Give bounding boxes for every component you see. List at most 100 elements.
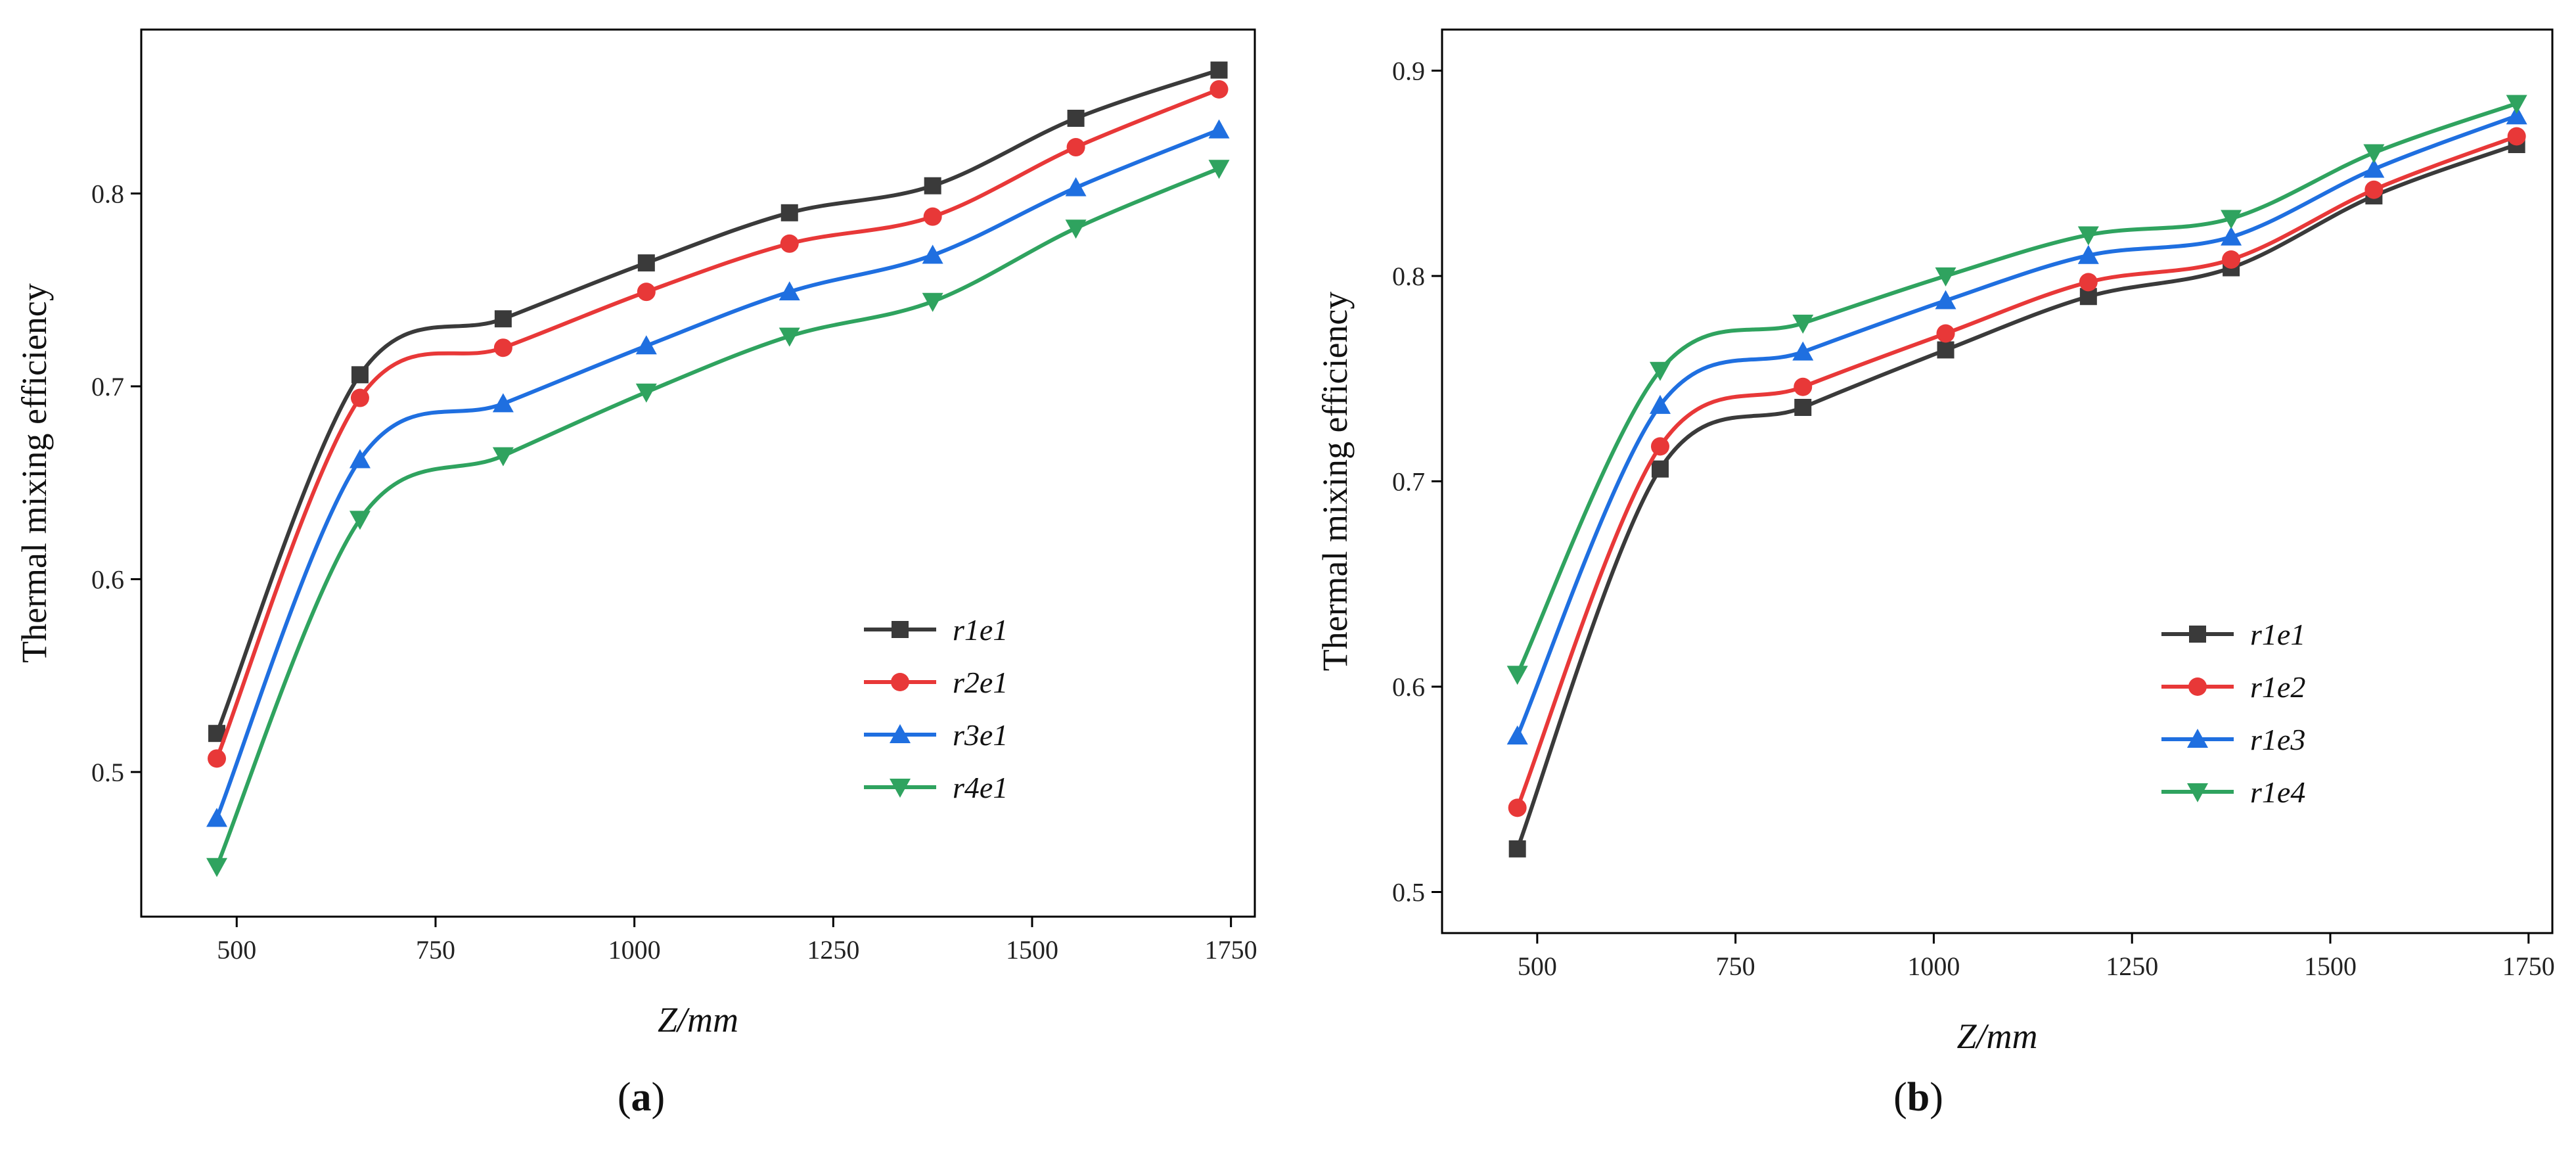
series-r1e3 xyxy=(1506,105,2527,744)
data-point-r1e3 xyxy=(1506,725,1528,744)
data-point-r1e1 xyxy=(1210,61,1228,79)
data-point-r1e4 xyxy=(2506,95,2527,114)
series-r2e1 xyxy=(208,80,1229,768)
series-line-r1e3 xyxy=(1515,114,2518,737)
y-tick-label: 0.7 xyxy=(1392,467,1425,497)
x-tick-label: 500 xyxy=(217,935,256,965)
data-point-r1e3 xyxy=(1935,290,1956,309)
data-point-r4e1 xyxy=(206,858,228,877)
data-point-r3e1 xyxy=(1065,177,1087,196)
series-r4e1 xyxy=(206,160,1230,877)
legend-marker xyxy=(2187,729,2208,748)
series-r3e1 xyxy=(206,119,1230,827)
legend-item: r1e1 xyxy=(864,613,1008,647)
series-r1e2 xyxy=(1508,127,2526,817)
legend-item: r1e4 xyxy=(2161,775,2305,809)
legend-item: r1e2 xyxy=(2161,670,2305,704)
data-point-r1e1 xyxy=(494,310,512,328)
series-line-r2e1 xyxy=(215,87,1220,760)
legend-label: r1e3 xyxy=(2250,723,2305,756)
x-tick-label: 500 xyxy=(1518,951,1557,981)
data-point-r1e2 xyxy=(2364,180,2384,199)
series-line-r4e1 xyxy=(215,166,1220,867)
legend-marker xyxy=(891,673,909,691)
y-axis-title: Thermal mixing efficiency xyxy=(14,283,54,663)
data-point-r1e1 xyxy=(1651,460,1669,478)
data-point-r3e1 xyxy=(206,808,228,827)
x-tick-label: 1250 xyxy=(807,935,859,965)
y-tick-label: 0.9 xyxy=(1392,57,1425,86)
data-point-r1e3 xyxy=(1792,341,1814,361)
data-point-r4e1 xyxy=(492,447,514,467)
data-point-r3e1 xyxy=(779,281,800,301)
data-point-r2e1 xyxy=(1209,80,1229,99)
data-point-r3e1 xyxy=(492,393,514,413)
x-axis-title: Z/mm xyxy=(658,1000,738,1040)
data-point-r4e1 xyxy=(922,292,943,312)
data-point-r1e2 xyxy=(1794,377,1813,396)
legend-marker xyxy=(2187,783,2208,802)
data-point-r2e1 xyxy=(637,283,656,302)
data-point-r4e1 xyxy=(1065,219,1087,239)
legend-label: r1e2 xyxy=(2250,670,2305,704)
y-tick-label: 0.6 xyxy=(91,564,124,594)
data-point-r1e3 xyxy=(2221,226,2242,246)
data-point-r4e1 xyxy=(779,327,800,347)
legend-label: r1e1 xyxy=(2250,618,2305,651)
chart-a-svg: 500 750 1000 1250 1500 1750 0.5 0.6 0.7 0.8 Z/mm Th… xyxy=(14,28,1257,1040)
data-point-r3e1 xyxy=(635,335,657,355)
legend-marker xyxy=(2189,626,2206,643)
data-point-r2e1 xyxy=(493,338,512,357)
legend-label: r1e4 xyxy=(2250,775,2305,809)
x-axis-title: Z/mm xyxy=(1956,1017,2037,1056)
data-point-r2e1 xyxy=(780,234,799,253)
data-point-r4e1 xyxy=(349,511,371,530)
data-point-r1e3 xyxy=(1649,394,1671,414)
series-r1e4 xyxy=(1506,95,2527,685)
plot-frame xyxy=(140,28,1256,918)
x-tick-label: 1000 xyxy=(1907,951,1960,981)
x-tick-label: 1750 xyxy=(1205,935,1257,965)
data-point-r3e1 xyxy=(922,244,943,264)
x-tick-label: 1500 xyxy=(1006,935,1058,965)
legend-item: r4e1 xyxy=(864,771,1008,804)
y-axis-title: Thermal mixing efficiency xyxy=(1315,292,1355,672)
series-line-r1e1 xyxy=(215,68,1220,735)
x-tick-label: 1000 xyxy=(608,935,661,965)
legend-label: r4e1 xyxy=(953,771,1008,804)
x-tick-label: 1250 xyxy=(2106,951,2158,981)
data-point-r1e3 xyxy=(2363,158,2385,178)
legend-label: r2e1 xyxy=(953,666,1008,699)
data-point-r1e3 xyxy=(2506,105,2527,125)
data-point-r2e1 xyxy=(1066,138,1085,157)
chart-b-svg: 500 750 1000 1250 1500 1750 0.5 0.6 0.7 0.8 0.9 Z/m… xyxy=(1315,28,2555,1056)
series-r1e1 xyxy=(1508,136,2525,858)
data-point-r1e4 xyxy=(1935,267,1956,286)
data-point-r3e1 xyxy=(1208,119,1230,139)
y-tick-label: 0.8 xyxy=(91,179,124,208)
data-point-r1e2 xyxy=(1936,324,1955,343)
y-tick-label: 0.7 xyxy=(91,372,124,401)
x-tick-label: 1500 xyxy=(2304,951,2357,981)
data-point-r1e4 xyxy=(2077,226,2099,246)
data-point-r1e2 xyxy=(1508,798,1527,817)
caption-a: (a) xyxy=(617,1075,666,1120)
legend-item: r3e1 xyxy=(864,718,1008,752)
legend-marker xyxy=(890,779,911,798)
series-line-r1e4 xyxy=(1515,101,2518,675)
data-point-r1e4 xyxy=(2363,144,2385,164)
legend-marker xyxy=(892,621,909,638)
legend-item: r1e3 xyxy=(2161,723,2305,756)
data-point-r1e3 xyxy=(2077,244,2099,264)
data-point-r1e1 xyxy=(637,254,655,272)
legend-marker xyxy=(890,724,911,743)
data-point-r1e1 xyxy=(1794,399,1812,416)
data-point-r2e1 xyxy=(350,388,369,407)
data-point-r1e4 xyxy=(2221,210,2242,229)
y-tick-label: 0.5 xyxy=(91,758,124,787)
data-point-r1e2 xyxy=(2222,250,2241,269)
x-tick-label: 750 xyxy=(1716,951,1755,981)
x-tick-label: 750 xyxy=(416,935,455,965)
data-point-r4e1 xyxy=(1208,160,1230,179)
legend-marker xyxy=(2188,677,2207,696)
